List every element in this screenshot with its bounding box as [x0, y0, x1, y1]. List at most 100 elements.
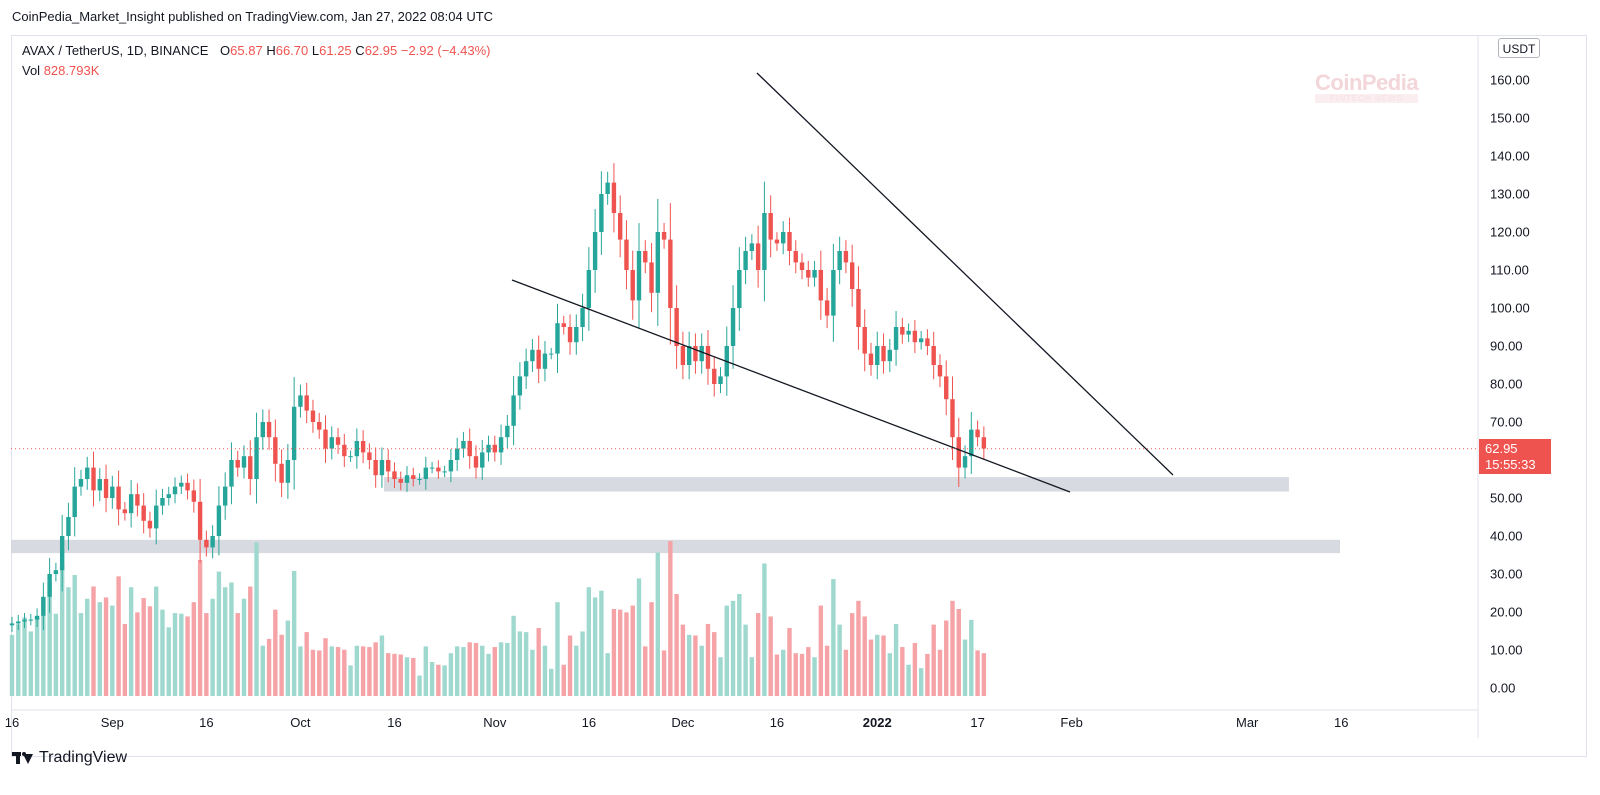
candle-body[interactable]	[674, 308, 679, 346]
candle-body[interactable]	[806, 270, 811, 278]
candle-body[interactable]	[605, 182, 610, 194]
candle-body[interactable]	[235, 460, 240, 468]
candle-body[interactable]	[404, 475, 410, 483]
candle-body[interactable]	[636, 251, 642, 301]
candle-body[interactable]	[342, 444, 347, 457]
candle-body[interactable]	[843, 251, 849, 263]
upper-trendline[interactable]	[756, 72, 1174, 476]
candle-body[interactable]	[561, 323, 566, 327]
candle-body[interactable]	[956, 437, 961, 468]
candle-body[interactable]	[661, 232, 667, 240]
candle-body[interactable]	[498, 437, 504, 453]
candle-body[interactable]	[699, 346, 704, 362]
candle-body[interactable]	[47, 574, 52, 597]
candle-body[interactable]	[329, 437, 334, 449]
candle-body[interactable]	[592, 232, 598, 270]
candle-body[interactable]	[567, 327, 573, 343]
candle-body[interactable]	[273, 437, 278, 464]
candle-body[interactable]	[812, 270, 817, 278]
candle-body[interactable]	[624, 239, 629, 270]
candle-body[interactable]	[429, 467, 435, 469]
support-zone-lower[interactable]	[11, 539, 1340, 554]
candle-body[interactable]	[279, 463, 284, 483]
lower-trendline[interactable]	[511, 279, 1071, 493]
candle-body[interactable]	[16, 621, 21, 624]
candle-body[interactable]	[517, 376, 523, 396]
candle-body[interactable]	[887, 349, 892, 362]
candle-body[interactable]	[28, 619, 34, 621]
candle-body[interactable]	[304, 395, 309, 411]
candle-body[interactable]	[893, 327, 899, 350]
candle-body[interactable]	[511, 395, 516, 426]
candle-body[interactable]	[799, 262, 805, 270]
candle-body[interactable]	[210, 536, 215, 548]
candle-body[interactable]	[849, 262, 855, 289]
candle-body[interactable]	[260, 422, 265, 438]
candle-body[interactable]	[197, 501, 203, 540]
candle-body[interactable]	[712, 368, 717, 384]
candle-body[interactable]	[574, 327, 579, 343]
candle-body[interactable]	[944, 376, 949, 400]
candle-body[interactable]	[423, 467, 429, 479]
candle-body[interactable]	[962, 456, 968, 468]
candle-body[interactable]	[818, 270, 824, 301]
candle-body[interactable]	[266, 422, 272, 438]
candle-body[interactable]	[116, 486, 121, 510]
candle-body[interactable]	[536, 349, 541, 369]
candle-body[interactable]	[599, 194, 604, 232]
candle-body[interactable]	[668, 239, 673, 308]
candle-body[interactable]	[686, 346, 692, 365]
candle-body[interactable]	[379, 460, 385, 476]
candle-body[interactable]	[881, 346, 886, 362]
candle-body[interactable]	[386, 460, 391, 472]
candle-body[interactable]	[154, 505, 159, 529]
candle-body[interactable]	[348, 456, 353, 458]
candle-body[interactable]	[53, 570, 59, 574]
candle-body[interactable]	[335, 437, 341, 445]
candle-body[interactable]	[768, 213, 773, 240]
candle-body[interactable]	[906, 330, 911, 335]
candle-body[interactable]	[103, 479, 109, 498]
candle-body[interactable]	[774, 239, 780, 244]
candle-body[interactable]	[580, 308, 585, 327]
currency-button[interactable]: USDT	[1498, 38, 1540, 58]
candle-body[interactable]	[781, 232, 786, 244]
candle-body[interactable]	[793, 251, 798, 263]
candle-body[interactable]	[693, 346, 698, 362]
candle-body[interactable]	[179, 482, 184, 487]
candle-body[interactable]	[147, 520, 153, 529]
candle-body[interactable]	[824, 300, 830, 316]
candle-body[interactable]	[918, 338, 924, 343]
candle-body[interactable]	[981, 437, 987, 449]
candle-body[interactable]	[787, 232, 792, 251]
candle-body[interactable]	[398, 479, 403, 483]
candle-body[interactable]	[110, 486, 115, 498]
candle-body[interactable]	[172, 486, 178, 495]
candle-body[interactable]	[392, 471, 397, 479]
candle-body[interactable]	[97, 479, 102, 491]
candle-body[interactable]	[59, 536, 65, 571]
candle-body[interactable]	[185, 482, 190, 491]
candle-body[interactable]	[912, 330, 918, 343]
candle-body[interactable]	[191, 490, 197, 502]
candle-body[interactable]	[649, 262, 654, 293]
candle-body[interactable]	[862, 327, 867, 354]
candle-body[interactable]	[298, 395, 303, 407]
candle-body[interactable]	[749, 243, 755, 251]
candle-body[interactable]	[630, 270, 635, 301]
candle-body[interactable]	[680, 346, 686, 365]
candle-body[interactable]	[467, 441, 472, 457]
candle-body[interactable]	[160, 498, 165, 506]
candle-body[interactable]	[454, 448, 460, 460]
candle-body[interactable]	[643, 251, 648, 263]
candle-body[interactable]	[837, 251, 842, 270]
candle-body[interactable]	[229, 460, 234, 487]
candle-body[interactable]	[354, 441, 360, 457]
candle-body[interactable]	[730, 308, 736, 346]
candle-body[interactable]	[291, 406, 297, 460]
candle-body[interactable]	[931, 346, 936, 365]
candle-body[interactable]	[122, 509, 128, 514]
candle-body[interactable]	[9, 623, 15, 626]
candle-body[interactable]	[367, 452, 372, 460]
